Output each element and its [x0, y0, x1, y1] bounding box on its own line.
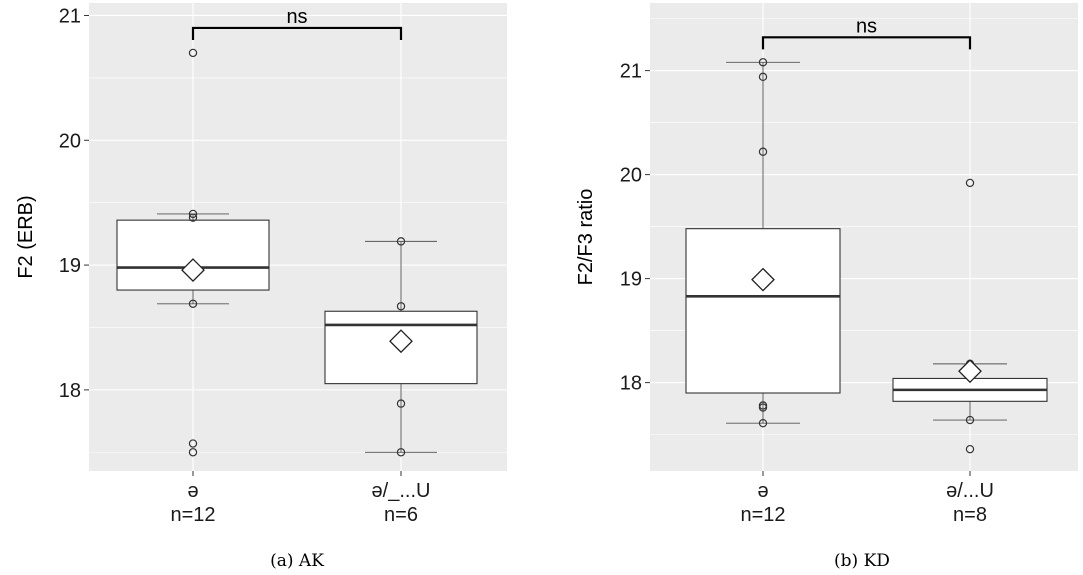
- panel-a: ns 18 19 20 21 ən=12 ə/_...Un=6 F2 (ERB) (a)…: [15, 3, 507, 571]
- y-tick-label: 20: [59, 130, 81, 152]
- y-tick-label: 18: [59, 380, 81, 402]
- data-point: [396, 399, 406, 408]
- data-point: [188, 439, 198, 448]
- x-tick-n-label: n=6: [384, 504, 418, 526]
- x-tick-label: ə/...U: [946, 480, 994, 502]
- x-tick-n-label: n=8: [953, 504, 987, 526]
- x-axis: ən=12 ə/...Un=8: [740, 471, 994, 526]
- box-group: [116, 48, 270, 457]
- box-group: [324, 237, 478, 457]
- y-tick-label: 19: [620, 269, 642, 291]
- y-axis-title: F2 (ERB): [15, 195, 37, 278]
- data-point: [758, 418, 768, 428]
- x-tick-label: ə/_...U: [372, 480, 431, 502]
- y-tick-label: 21: [620, 61, 642, 83]
- data-point: [965, 444, 975, 454]
- mean-marker: [751, 267, 775, 292]
- box-marks: ns: [116, 6, 478, 457]
- panel-b: ns 18 19 20 21 ən=12 ə/...Un=8 F2/F3 ratio (…: [575, 3, 1078, 571]
- significance-bracket: [761, 36, 972, 50]
- data-point: [396, 237, 406, 246]
- x-axis: ən=12 ə/_...Un=6: [170, 471, 430, 526]
- data-point: [188, 213, 198, 222]
- significance-label: ns: [286, 6, 307, 28]
- data-point: [188, 48, 198, 58]
- box-group: [685, 58, 841, 428]
- x-tick-n-label: n=12: [740, 504, 785, 526]
- data-point: [758, 72, 768, 82]
- figure-caption-a: (a) AK: [270, 551, 324, 571]
- data-point: [965, 415, 975, 425]
- y-tick-label: 20: [620, 165, 642, 187]
- y-tick-label: 19: [59, 255, 81, 277]
- data-point: [396, 302, 406, 311]
- data-point: [758, 403, 768, 412]
- mean-marker: [389, 329, 413, 354]
- y-axis-title: F2/F3 ratio: [575, 189, 597, 286]
- data-point: [758, 58, 768, 67]
- significance-label: ns: [856, 15, 877, 37]
- figure-caption-b: (b) KD: [834, 551, 890, 571]
- mean-marker: [958, 359, 982, 384]
- y-axis: 18 19 20 21: [620, 61, 650, 395]
- y-tick-label: 21: [59, 5, 81, 27]
- x-tick-n-label: n=12: [170, 504, 215, 526]
- x-tick-label: ə: [757, 480, 768, 502]
- box-marks: ns: [685, 15, 1048, 454]
- data-point: [188, 209, 198, 219]
- mean-marker: [181, 258, 205, 282]
- data-point: [965, 178, 975, 188]
- x-tick-label: ə: [187, 480, 198, 502]
- data-point: [188, 448, 198, 457]
- box-iqr: [685, 228, 841, 394]
- box-group: [892, 178, 1048, 454]
- data-point: [396, 448, 406, 457]
- y-axis: 18 19 20 21: [59, 5, 89, 402]
- data-point: [188, 299, 198, 308]
- significance-bracket: [191, 26, 403, 40]
- y-tick-label: 18: [620, 373, 642, 395]
- data-point: [758, 147, 768, 156]
